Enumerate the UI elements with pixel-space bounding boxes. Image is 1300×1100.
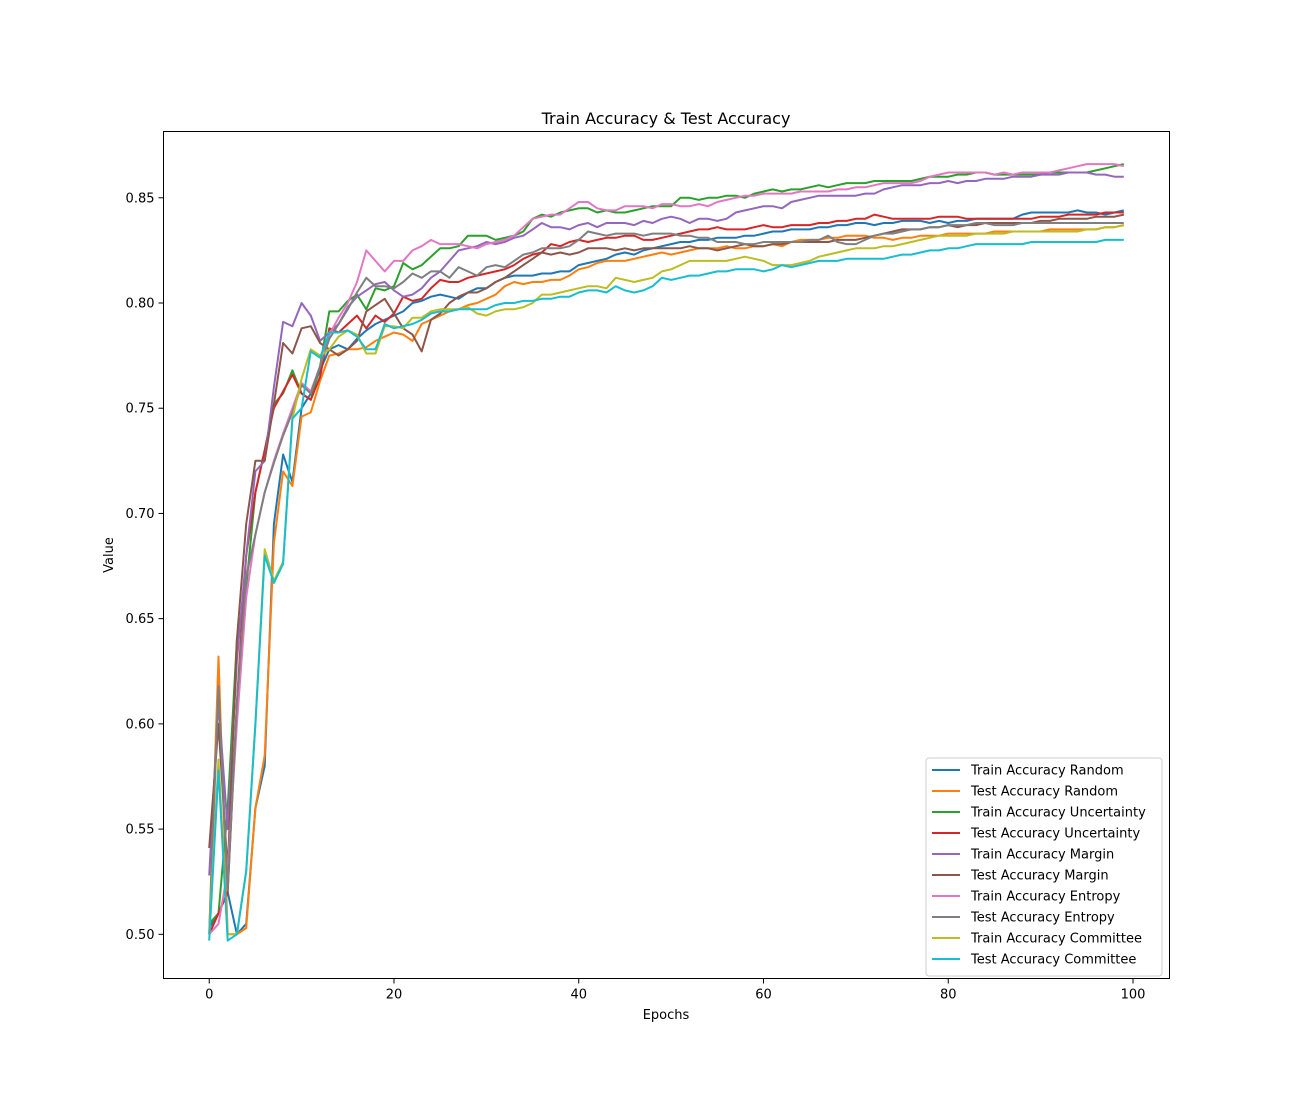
x-tick-label: 40	[570, 988, 587, 1003]
series-line-3	[208, 211, 1124, 935]
y-tick-label: 0.80	[126, 297, 155, 312]
chart-title: Train Accuracy & Test Accuracy	[541, 109, 791, 128]
y-axis: 0.50 0.55 0.60 0.65 0.70 0.75 0.80 0.85	[126, 191, 164, 943]
legend-label: Test Accuracy Committee	[970, 953, 1136, 968]
legend-label: Test Accuracy Margin	[970, 869, 1109, 884]
y-tick-label: 0.65	[126, 612, 155, 627]
series-line-9	[208, 238, 1124, 942]
x-tick-label: 80	[940, 988, 957, 1003]
series-line-2	[208, 163, 1125, 925]
x-tick-label: 60	[755, 988, 772, 1003]
y-tick-label: 0.60	[126, 717, 155, 732]
y-tick-label: 0.85	[126, 191, 155, 206]
y-tick-label: 0.50	[126, 928, 155, 943]
x-axis-label: Epochs	[643, 1008, 690, 1023]
y-tick-label: 0.55	[126, 823, 155, 838]
x-axis: 0 20 40 60 80 100	[205, 978, 1146, 1003]
legend-label: Test Accuracy Uncertainty	[970, 827, 1140, 842]
y-tick-label: 0.70	[126, 507, 155, 522]
series-line-4	[208, 171, 1124, 876]
y-axis-label: Value	[102, 537, 117, 573]
legend: Train Accuracy Random Test Accuracy Rando…	[925, 757, 1163, 977]
legend-box	[925, 757, 1163, 977]
x-tick-label: 20	[386, 988, 403, 1003]
y-tick-label: 0.75	[126, 402, 155, 417]
series-line-1	[208, 224, 1125, 936]
legend-label: Train Accuracy Uncertainty	[970, 806, 1146, 821]
series-line-7	[208, 222, 1124, 935]
legend-label: Train Accuracy Entropy	[970, 890, 1121, 905]
legend-label: Train Accuracy Margin	[970, 848, 1114, 863]
series-line-0	[208, 209, 1125, 936]
legend-label: Test Accuracy Random	[970, 785, 1118, 800]
series-line-6	[208, 163, 1125, 935]
x-tick-label: 0	[205, 988, 213, 1003]
legend-label: Train Accuracy Random	[970, 764, 1124, 779]
x-tick-label: 100	[1121, 988, 1146, 1003]
legend-label: Train Accuracy Committee	[970, 932, 1142, 947]
axes-frame	[163, 131, 1170, 979]
legend-label: Test Accuracy Entropy	[970, 911, 1115, 926]
series-line-5	[208, 213, 1125, 873]
series-layer	[208, 163, 1125, 942]
